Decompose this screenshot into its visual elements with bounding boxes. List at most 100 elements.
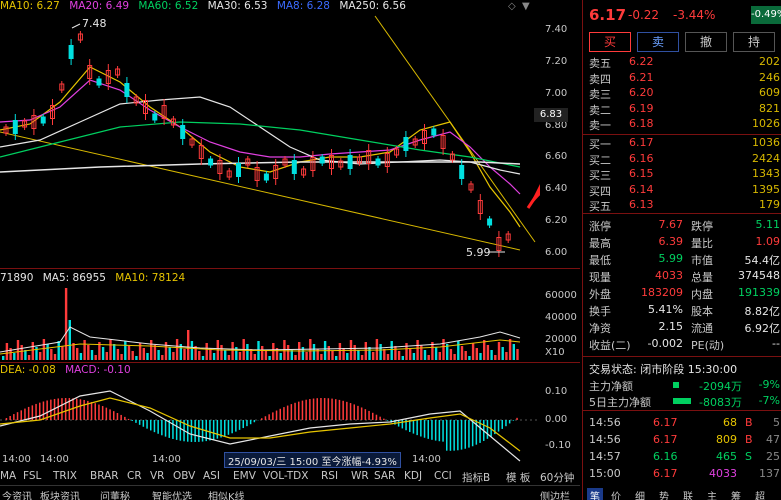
stat-label[interactable]: 跌停 — [691, 220, 713, 233]
order-price[interactable]: 6.14 — [629, 182, 654, 196]
order-label[interactable]: 卖一 — [589, 119, 611, 132]
stat-label[interactable]: 外盘 — [589, 288, 611, 301]
stat-value[interactable]: -0.002 — [647, 337, 683, 350]
tick-time[interactable]: 14:57 — [589, 450, 621, 463]
tick-row[interactable]: 15:00 6.17 4033 137 — [587, 467, 780, 481]
order-label[interactable]: 卖三 — [589, 88, 611, 101]
stat-value[interactable]: 6.92亿 — [744, 322, 781, 335]
capital-pct[interactable]: -9% — [758, 378, 780, 391]
order-volume[interactable]: 2424 — [752, 151, 780, 165]
stat-value[interactable]: 6.39 — [658, 235, 684, 248]
order-row[interactable]: 买五 6.13 179 — [587, 198, 780, 213]
order-price[interactable]: 6.21 — [629, 70, 654, 84]
panel-tab[interactable]: 笔 — [587, 488, 603, 500]
order-price[interactable]: 6.15 — [629, 167, 654, 180]
order-row[interactable]: 卖一 6.18 1026 — [587, 117, 780, 132]
stat-label[interactable]: 换手 — [589, 305, 611, 318]
chart-area[interactable]: MA10: 6.27 MA20: 6.49 MA60: 6.52 MA30: 6… — [0, 0, 580, 500]
tick-row[interactable]: 14:57 6.16 465 S 25 — [587, 450, 780, 464]
indicator-tab[interactable]: ASI — [203, 470, 220, 482]
sidebar-toggle[interactable]: 侧边栏 — [540, 492, 570, 500]
tab-sector-news[interactable]: 板块资讯 — [40, 492, 80, 500]
order-row[interactable]: 买二 6.16 2424 — [587, 151, 780, 167]
stat-value[interactable]: 374548 — [738, 269, 780, 282]
stat-value[interactable]: 4033 — [655, 269, 683, 282]
panel-tab[interactable]: 势 — [659, 492, 669, 500]
stat-label[interactable]: 市值 — [691, 254, 713, 267]
stat-row[interactable]: 涨停 7.67 跌停 5.11 — [587, 218, 780, 233]
tick-price[interactable]: 6.17 — [653, 416, 678, 429]
order-volume[interactable]: 609 — [759, 86, 780, 99]
capital-value[interactable]: -2094万 — [699, 380, 742, 393]
stat-label[interactable]: 收益(二) — [589, 339, 631, 352]
order-label[interactable]: 买三 — [589, 169, 611, 182]
indicator-tab[interactable]: KDJ — [404, 470, 423, 482]
order-label[interactable]: 卖四 — [589, 72, 611, 86]
order-label[interactable]: 买五 — [589, 200, 611, 213]
indicator-tab[interactable]: FSL — [23, 470, 42, 482]
stat-row[interactable]: 换手 5.41% 股本 8.82亿 — [587, 303, 781, 318]
order-volume[interactable]: 246 — [759, 70, 780, 84]
order-row[interactable]: 卖二 6.19 821 — [587, 101, 780, 117]
stat-value[interactable]: 8.82亿 — [744, 305, 781, 318]
panel-tab[interactable]: 筹 — [731, 492, 741, 500]
order-volume[interactable]: 179 — [759, 198, 780, 211]
order-price[interactable]: 6.19 — [629, 101, 654, 115]
order-volume[interactable]: 821 — [759, 101, 780, 115]
capital-label[interactable]: 5日主力净额 — [589, 396, 651, 409]
tick-volume[interactable]: 465 — [716, 450, 737, 463]
stat-value[interactable]: 5.41% — [648, 303, 683, 316]
capital-value[interactable]: -8083万 — [699, 396, 742, 409]
stat-label[interactable]: 总量 — [691, 271, 713, 284]
tick-count[interactable]: 25 — [766, 450, 780, 463]
tab-news[interactable]: 今资讯 — [2, 492, 32, 500]
order-price[interactable]: 6.16 — [629, 151, 654, 165]
order-label[interactable]: 买一 — [589, 138, 611, 151]
order-row[interactable]: 买四 6.14 1395 — [587, 182, 780, 198]
tick-time[interactable]: 15:00 — [589, 467, 621, 480]
stat-label[interactable]: 股本 — [691, 305, 713, 318]
order-volume[interactable]: 202 — [759, 55, 780, 68]
tab-similar-k[interactable]: 相似K线 — [208, 492, 245, 500]
panel-tab[interactable]: 主 — [707, 492, 717, 500]
indicator-tab[interactable]: WR — [351, 470, 369, 482]
stat-value[interactable]: 2.15 — [658, 320, 684, 333]
panel-tab[interactable]: 细 — [635, 492, 645, 500]
indicator-tab[interactable]: OBV — [173, 470, 196, 482]
tick-price[interactable]: 6.17 — [653, 467, 678, 480]
indicator-tab[interactable]: VR — [150, 470, 165, 482]
panel-tab[interactable]: 价 — [611, 492, 621, 500]
stat-label[interactable]: 量比 — [691, 237, 713, 250]
sell-button[interactable]: 卖 — [637, 32, 679, 52]
indicator-tab[interactable]: SAR — [374, 470, 396, 482]
stat-row[interactable]: 收益(二) -0.002 PE(动) -- — [587, 337, 780, 352]
order-row[interactable]: 卖三 6.20 609 — [587, 86, 780, 101]
order-volume[interactable]: 1026 — [752, 117, 780, 130]
stat-row[interactable]: 现量 4033 总量 374548 — [587, 269, 780, 284]
cancel-button[interactable]: 撤 — [685, 32, 727, 52]
stat-label[interactable]: 最高 — [589, 237, 611, 250]
stat-value[interactable]: 7.67 — [658, 218, 684, 231]
order-price[interactable]: 6.17 — [629, 136, 654, 149]
order-label[interactable]: 买四 — [589, 184, 611, 198]
order-row[interactable]: 卖四 6.21 246 — [587, 70, 780, 86]
indicator-tab[interactable]: VOL-TDX — [263, 470, 309, 482]
indicator-tab[interactable]: CR — [127, 470, 142, 482]
settings-icon[interactable]: ◇ — [508, 1, 516, 12]
indicator-tab[interactable]: TRIX — [53, 470, 77, 482]
indicator-b-button[interactable]: 指标B — [462, 472, 491, 484]
order-row[interactable]: 买一 6.17 1036 — [587, 136, 780, 151]
order-price[interactable]: 6.13 — [629, 198, 654, 211]
tick-row[interactable]: 14:56 6.17 68 B 5 — [587, 416, 780, 430]
order-volume[interactable]: 1036 — [752, 136, 780, 149]
tick-volume[interactable]: 4033 — [709, 467, 737, 480]
chevron-down-icon[interactable]: ▼ — [522, 1, 530, 12]
capital-bar[interactable] — [673, 382, 679, 388]
indicator-tab[interactable]: RSI — [321, 470, 339, 482]
tick-count[interactable]: 137 — [759, 467, 780, 480]
stat-value[interactable]: 183209 — [641, 286, 683, 299]
stat-row[interactable]: 外盘 183209 内盘 191339 — [587, 286, 780, 301]
capital-label[interactable]: 主力净额 — [589, 380, 633, 393]
stat-label[interactable]: 现量 — [589, 271, 611, 284]
stat-value[interactable]: -- — [772, 337, 780, 350]
